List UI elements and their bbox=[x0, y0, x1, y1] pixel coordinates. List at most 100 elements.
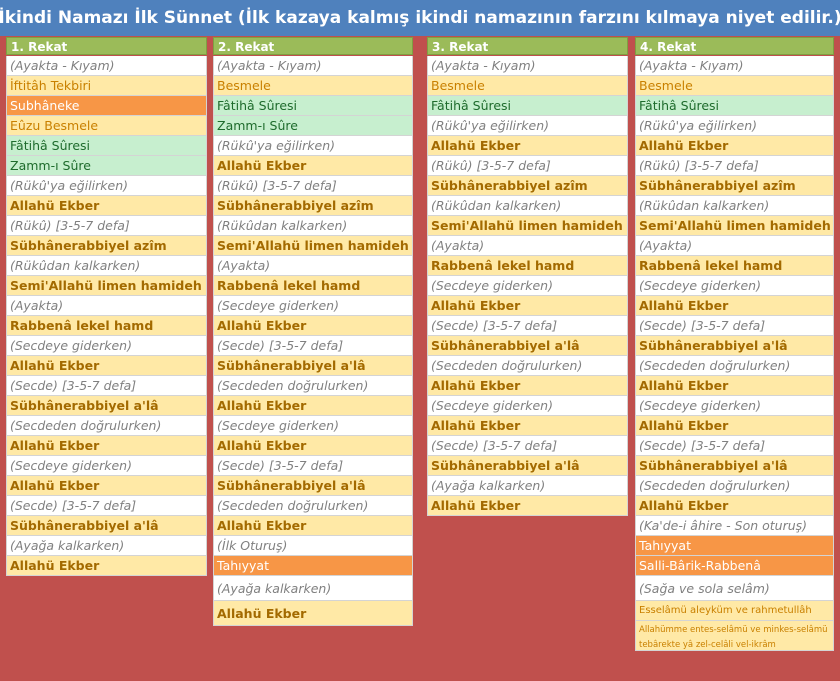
prayer-step: Allahü Ekber bbox=[427, 416, 628, 436]
prayer-step: Allahü Ekber bbox=[635, 496, 834, 516]
prayer-step: (Secde) [3-5-7 defa] bbox=[6, 496, 207, 516]
prayer-step: Allahü Ekber bbox=[6, 436, 207, 456]
prayer-step: Sübhânerabbiyel a'lâ bbox=[427, 456, 628, 476]
prayer-step: (Secdeye giderken) bbox=[427, 396, 628, 416]
prayer-step: Allahü Ekber bbox=[6, 196, 207, 216]
prayer-step: (Ayakta) bbox=[635, 236, 834, 256]
prayer-step: (Secdeye giderken) bbox=[635, 396, 834, 416]
prayer-step: Semi'Allahü limen hamideh bbox=[635, 216, 834, 236]
prayer-step: (Ayakta) bbox=[213, 256, 413, 276]
prayer-step: (Secde) [3-5-7 defa] bbox=[213, 336, 413, 356]
prayer-step: Sübhânerabbiyel a'lâ bbox=[635, 456, 834, 476]
prayer-step: Sübhânerabbiyel a'lâ bbox=[635, 336, 834, 356]
prayer-step: Semi'Allahü limen hamideh bbox=[213, 236, 413, 256]
prayer-step: (Secdeye giderken) bbox=[635, 276, 834, 296]
column-header: 3. Rekat bbox=[427, 37, 628, 55]
prayer-step: (Rükûdan kalkarken) bbox=[213, 216, 413, 236]
prayer-step: (Secdeye giderken) bbox=[6, 336, 207, 356]
prayer-step: Sübhânerabbiyel a'lâ bbox=[427, 336, 628, 356]
prayer-step: (Secdeden doğrulurken) bbox=[6, 416, 207, 436]
prayer-step: Allahü Ekber bbox=[427, 136, 628, 156]
prayer-step: Tahıyyat bbox=[213, 556, 413, 576]
prayer-step: (Secdeye giderken) bbox=[6, 456, 207, 476]
prayer-step: Allahü Ekber bbox=[213, 156, 413, 176]
prayer-step: Salli-Bârik-Rabbenâ bbox=[635, 556, 834, 576]
prayer-step: Fâtihâ Sûresi bbox=[427, 96, 628, 116]
prayer-step: (Ayakta - Kıyam) bbox=[6, 56, 207, 76]
page-title: İkindi Namazı İlk Sünnet (İlk kazaya kal… bbox=[0, 0, 840, 36]
prayer-step: (Rükûdan kalkarken) bbox=[427, 196, 628, 216]
prayer-step: Allahü Ekber bbox=[213, 316, 413, 336]
prayer-step: (Ayakta - Kıyam) bbox=[635, 56, 834, 76]
prayer-step: Besmele bbox=[213, 76, 413, 96]
prayer-step: (Ayakta - Kıyam) bbox=[427, 56, 628, 76]
prayer-step: Sübhânerabbiyel azîm bbox=[213, 196, 413, 216]
prayer-step: (Secde) [3-5-7 defa] bbox=[427, 436, 628, 456]
row-list: (Ayakta - Kıyam) Besmele Fâtihâ Sûresi Zamm… bbox=[213, 56, 413, 626]
prayer-step: Zamm-ı Sûre bbox=[213, 116, 413, 136]
prayer-step: (Secdeye giderken) bbox=[213, 296, 413, 316]
prayer-step: Semi'Allahü limen hamideh bbox=[6, 276, 207, 296]
prayer-step: (Secde) [3-5-7 defa] bbox=[213, 456, 413, 476]
prayer-step: Allahü Ekber bbox=[427, 296, 628, 316]
prayer-step: Zamm-ı Sûre bbox=[6, 156, 207, 176]
prayer-step: Tahıyyat bbox=[635, 536, 834, 556]
prayer-step: (Secde) [3-5-7 defa] bbox=[635, 436, 834, 456]
prayer-step: Allahü Ekber bbox=[213, 436, 413, 456]
prayer-step: (Ayağa kalkarken) bbox=[427, 476, 628, 496]
prayer-step: (Rükû) [3-5-7 defa] bbox=[6, 216, 207, 236]
prayer-step: Semi'Allahü limen hamideh bbox=[427, 216, 628, 236]
prayer-step: (Secdeden doğrulurken) bbox=[427, 356, 628, 376]
prayer-step: (Rükûdan kalkarken) bbox=[635, 196, 834, 216]
prayer-step: Allahü Ekber bbox=[635, 376, 834, 396]
prayer-step: Allahü Ekber bbox=[6, 556, 207, 576]
prayer-step: (Secde) [3-5-7 defa] bbox=[635, 316, 834, 336]
prayer-step: Rabbenâ lekel hamd bbox=[213, 276, 413, 296]
prayer-step: Esselâmü aleyküm ve rahmetullâh bbox=[635, 601, 834, 621]
prayer-step: Allahü Ekber bbox=[635, 136, 834, 156]
rekat-column-2: 2. Rekat (Ayakta - Kıyam) Besmele Fâtihâ S… bbox=[213, 37, 413, 626]
prayer-step: (Secdeye giderken) bbox=[213, 416, 413, 436]
prayer-step: (Secdeden doğrulurken) bbox=[635, 356, 834, 376]
prayer-step: Sübhânerabbiyel azîm bbox=[6, 236, 207, 256]
prayer-step: (Secde) [3-5-7 defa] bbox=[427, 316, 628, 336]
prayer-step: (Ayağa kalkarken) bbox=[6, 536, 207, 556]
prayer-step: (Rükû) [3-5-7 defa] bbox=[427, 156, 628, 176]
prayer-step: (Ayakta) bbox=[427, 236, 628, 256]
prayer-step: Sübhânerabbiyel a'lâ bbox=[6, 396, 207, 416]
prayer-step: Allahü Ekber bbox=[635, 416, 834, 436]
prayer-step: Allahü Ekber bbox=[213, 396, 413, 416]
prayer-step: Rabbenâ lekel hamd bbox=[427, 256, 628, 276]
prayer-step: (Rükû) [3-5-7 defa] bbox=[213, 176, 413, 196]
prayer-step: (Rükû) [3-5-7 defa] bbox=[635, 156, 834, 176]
column-header: 4. Rekat bbox=[635, 37, 834, 55]
row-list: (Ayakta - Kıyam) Besmele Fâtihâ Sûresi (Rük… bbox=[427, 56, 628, 516]
prayer-step: Allahü Ekber bbox=[213, 601, 413, 626]
prayer-step: (Rükû'ya eğilirken) bbox=[6, 176, 207, 196]
prayer-step: Sübhânerabbiyel a'lâ bbox=[213, 476, 413, 496]
prayer-step: İftitâh Tekbiri bbox=[6, 76, 207, 96]
prayer-step: Subhâneke bbox=[6, 96, 207, 116]
prayer-step: Allahü Ekber bbox=[6, 356, 207, 376]
prayer-step: Allahü Ekber bbox=[427, 376, 628, 396]
prayer-step: Besmele bbox=[635, 76, 834, 96]
prayer-step: (Secdeye giderken) bbox=[427, 276, 628, 296]
prayer-step: Allahü Ekber bbox=[6, 476, 207, 496]
rekat-column-4: 4. Rekat (Ayakta - Kıyam) Besmele Fâtihâ S… bbox=[635, 37, 834, 651]
prayer-step: Allahümme entes-selâmü ve minkes-selâmü … bbox=[635, 621, 834, 651]
prayer-step: (Rükûdan kalkarken) bbox=[6, 256, 207, 276]
prayer-step: (Rükû'ya eğilirken) bbox=[635, 116, 834, 136]
prayer-step: Fâtihâ Sûresi bbox=[6, 136, 207, 156]
rekat-column-1: 1. Rekat (Ayakta - Kıyam) İftitâh Tekbiri… bbox=[6, 37, 207, 576]
prayer-step: (Ayakta - Kıyam) bbox=[213, 56, 413, 76]
prayer-step: (Ka'de-i âhire - Son oturuş) bbox=[635, 516, 834, 536]
prayer-step: Sübhânerabbiyel a'lâ bbox=[213, 356, 413, 376]
prayer-step: (Ayağa kalkarken) bbox=[213, 576, 413, 601]
prayer-step: (Secdeden doğrulurken) bbox=[213, 496, 413, 516]
column-header: 1. Rekat bbox=[6, 37, 207, 55]
rekat-column-3: 3. Rekat (Ayakta - Kıyam) Besmele Fâtihâ S… bbox=[427, 37, 628, 516]
prayer-step: (Secde) [3-5-7 defa] bbox=[6, 376, 207, 396]
prayer-step: (Rükû'ya eğilirken) bbox=[427, 116, 628, 136]
prayer-step: Sübhânerabbiyel azîm bbox=[635, 176, 834, 196]
prayer-step: (Secdeden doğrulurken) bbox=[635, 476, 834, 496]
